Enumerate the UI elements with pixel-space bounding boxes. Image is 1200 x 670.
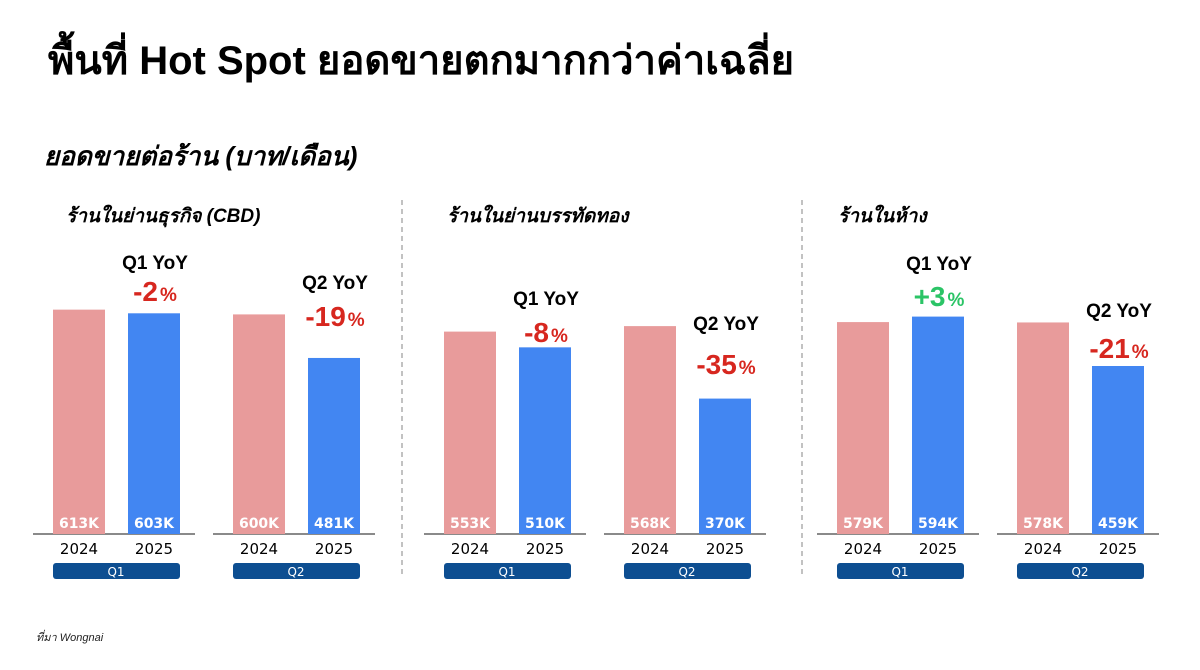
source-note: ที่มา Wongnai xyxy=(36,632,104,644)
quarter-pill xyxy=(233,563,360,579)
data-label: 568K xyxy=(630,516,671,532)
data-label: 510K xyxy=(525,516,566,532)
bar-2025 xyxy=(1092,366,1144,534)
chart-subtitle: ยอดขายต่อร้าน (บาท/เดือน) xyxy=(44,141,358,171)
data-label: 613K xyxy=(59,516,100,532)
quarter-pill xyxy=(837,563,964,579)
yoy-value: -2% xyxy=(133,276,177,307)
year-label: 2024 xyxy=(631,540,669,558)
quarter-label: Q2 xyxy=(287,565,304,579)
data-label: 579K xyxy=(843,516,884,532)
data-label: 600K xyxy=(239,516,280,532)
year-label: 2025 xyxy=(1099,540,1137,558)
bar-2024 xyxy=(1017,322,1069,534)
data-label: 603K xyxy=(134,516,175,532)
year-label: 2024 xyxy=(844,540,882,558)
quarter-pill xyxy=(444,563,571,579)
yoy-value: -8% xyxy=(524,317,568,348)
year-label: 2024 xyxy=(240,540,278,558)
bar-2025 xyxy=(308,357,360,534)
yoy-label: Q2 YoY xyxy=(693,314,759,335)
year-label: 2025 xyxy=(706,540,744,558)
bar-2024 xyxy=(837,322,889,534)
year-label: 2024 xyxy=(451,540,489,558)
panel-title: ร้านในย่านธุรกิจ (CBD) xyxy=(66,204,260,228)
bar-2024 xyxy=(624,326,676,534)
quarter-label: Q1 xyxy=(891,565,908,579)
yoy-label: Q1 YoY xyxy=(513,289,579,310)
bar-2025 xyxy=(699,398,751,534)
data-label: 553K xyxy=(450,516,491,532)
year-label: 2025 xyxy=(526,540,564,558)
data-label: 459K xyxy=(1098,516,1139,532)
quarter-pill xyxy=(53,563,180,579)
quarter-label: Q1 xyxy=(498,565,515,579)
data-label: 481K xyxy=(314,516,355,532)
yoy-label: Q2 YoY xyxy=(1086,301,1152,322)
yoy-label: Q1 YoY xyxy=(122,253,188,274)
year-label: 2024 xyxy=(1024,540,1062,558)
bar-2024 xyxy=(444,331,496,534)
quarter-label: Q2 xyxy=(1071,565,1088,579)
bar-2024 xyxy=(53,309,105,534)
data-label: 370K xyxy=(705,516,746,532)
quarter-label: Q1 xyxy=(107,565,124,579)
slide-title: พื้นที่ Hot Spot ยอดขายตกมากกว่าค่าเฉลี่… xyxy=(48,39,795,83)
data-label: 594K xyxy=(918,516,959,532)
year-label: 2024 xyxy=(60,540,98,558)
quarter-label: Q2 xyxy=(678,565,695,579)
yoy-value: -21% xyxy=(1089,333,1148,364)
panel-title: ร้านในห้าง xyxy=(838,204,928,227)
yoy-label: Q1 YoY xyxy=(906,254,972,275)
bar-2024 xyxy=(233,314,285,534)
data-label: 578K xyxy=(1023,516,1064,532)
panel-title: ร้านในย่านบรรทัดทอง xyxy=(447,204,630,227)
year-label: 2025 xyxy=(315,540,353,558)
yoy-label: Q2 YoY xyxy=(302,273,368,294)
year-label: 2025 xyxy=(919,540,957,558)
quarter-pill xyxy=(1017,563,1144,579)
bar-2025 xyxy=(128,313,180,534)
year-label: 2025 xyxy=(135,540,173,558)
yoy-value: -35% xyxy=(696,349,755,380)
bar-2025 xyxy=(912,316,964,534)
yoy-value: -19% xyxy=(305,301,364,332)
quarter-pill xyxy=(624,563,751,579)
bar-2025 xyxy=(519,347,571,534)
yoy-value: +3% xyxy=(914,281,965,312)
